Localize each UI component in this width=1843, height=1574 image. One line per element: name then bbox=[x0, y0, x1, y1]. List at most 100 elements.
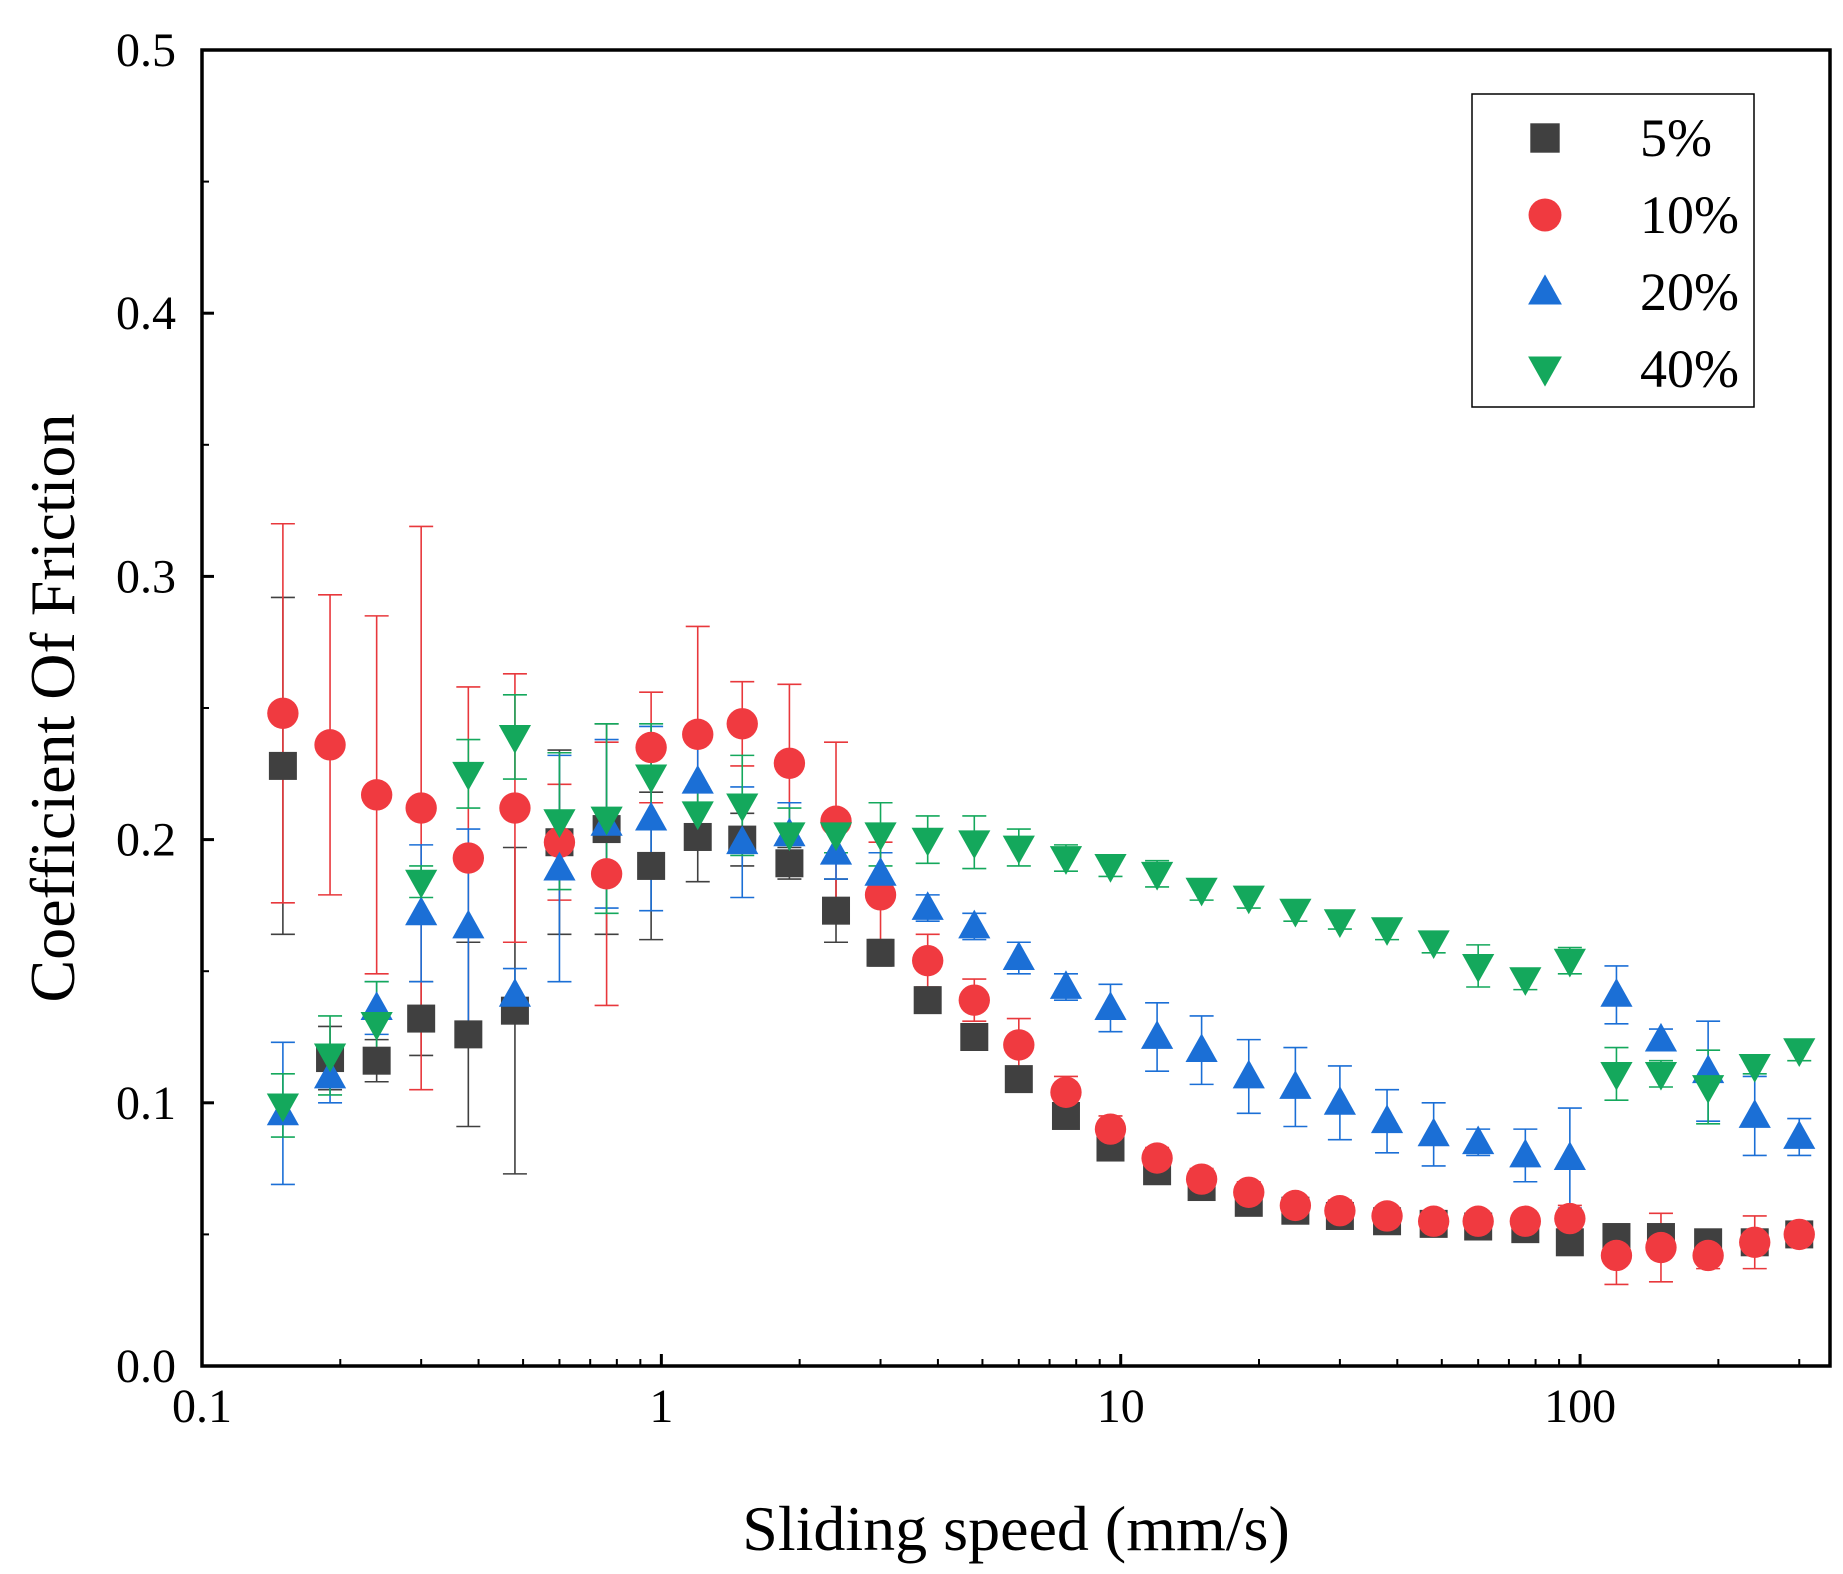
point-triangle-down bbox=[590, 806, 623, 836]
point-square bbox=[775, 849, 804, 878]
point-triangle-up bbox=[1600, 978, 1633, 1007]
point-triangle-up bbox=[1738, 1099, 1771, 1128]
point-circle bbox=[773, 747, 806, 779]
point-triangle-up bbox=[1049, 970, 1083, 999]
point-triangle-up bbox=[1462, 1125, 1495, 1155]
point-triangle-up bbox=[1553, 1141, 1586, 1170]
point-triangle-up bbox=[405, 896, 438, 926]
point-triangle-down bbox=[681, 801, 714, 831]
point-triangle-up bbox=[958, 909, 991, 939]
point-circle bbox=[912, 944, 944, 977]
point-circle bbox=[682, 718, 714, 750]
point-circle bbox=[1739, 1226, 1771, 1258]
point-triangle-down bbox=[726, 793, 759, 823]
point-circle bbox=[1692, 1239, 1724, 1272]
point-triangle-down bbox=[773, 822, 806, 852]
point-square bbox=[637, 851, 666, 880]
point-triangle-down bbox=[1049, 846, 1083, 875]
point-triangle-up bbox=[1783, 1120, 1816, 1149]
point-triangle-down bbox=[911, 827, 944, 857]
point-circle bbox=[499, 792, 531, 824]
legend-box bbox=[1471, 93, 1755, 408]
point-circle bbox=[1233, 1176, 1265, 1208]
point-circle bbox=[1185, 1163, 1218, 1195]
point-triangle-up bbox=[1370, 1104, 1404, 1134]
point-triangle-up bbox=[1140, 1020, 1174, 1049]
point-triangle-up bbox=[1185, 1033, 1218, 1063]
point-circle bbox=[726, 708, 758, 740]
legend-marker-triangle-down bbox=[1528, 356, 1562, 387]
point-circle bbox=[1509, 1205, 1542, 1237]
point-circle bbox=[590, 858, 623, 890]
point-triangle-up bbox=[1644, 1022, 1678, 1052]
point-triangle-down bbox=[1509, 967, 1542, 996]
point-triangle-down bbox=[266, 1093, 299, 1123]
point-triangle-down bbox=[635, 764, 668, 794]
point-circle bbox=[1554, 1202, 1586, 1235]
point-triangle-down bbox=[1140, 861, 1174, 891]
point-triangle-up bbox=[1279, 1070, 1312, 1099]
point-triangle-up bbox=[681, 764, 714, 794]
point-circle bbox=[543, 826, 576, 858]
point-triangle-up bbox=[1417, 1117, 1450, 1147]
y-tick-label: 0.1 bbox=[116, 1077, 176, 1130]
point-triangle-up bbox=[864, 857, 897, 886]
point-triangle-down bbox=[1692, 1075, 1725, 1104]
point-circle bbox=[1141, 1142, 1173, 1174]
point-triangle-down bbox=[1279, 898, 1312, 928]
point-square bbox=[268, 751, 297, 780]
legend-label: 20% bbox=[1640, 262, 1739, 322]
point-triangle-up bbox=[1002, 941, 1035, 970]
point-circle bbox=[1417, 1205, 1450, 1237]
legend: 5% 10% 20% 40% bbox=[1471, 93, 1755, 408]
x-tick-label: 100 bbox=[1544, 1380, 1616, 1433]
point-circle bbox=[958, 984, 990, 1016]
point-square bbox=[407, 1004, 436, 1033]
point-square bbox=[960, 1023, 989, 1051]
legend-marker-circle bbox=[1528, 198, 1562, 232]
x-axis: 0.1 1 10 100 bbox=[172, 1354, 1801, 1433]
point-triangle-down bbox=[1323, 909, 1356, 938]
markers-layer bbox=[266, 697, 1816, 1272]
point-circle bbox=[360, 779, 393, 811]
point-triangle-down bbox=[1553, 948, 1586, 978]
point-triangle-down bbox=[1094, 854, 1127, 883]
point-circle bbox=[1094, 1113, 1127, 1145]
y-tick-label: 0.0 bbox=[116, 1340, 176, 1393]
point-circle bbox=[452, 842, 485, 874]
x-tick-label: 10 bbox=[1097, 1380, 1145, 1433]
x-tick-label: 0.1 bbox=[172, 1380, 232, 1433]
point-triangle-down bbox=[452, 761, 485, 791]
point-triangle-down bbox=[498, 725, 532, 754]
point-circle bbox=[1783, 1218, 1815, 1251]
point-square bbox=[362, 1046, 391, 1075]
point-triangle-up bbox=[1323, 1086, 1356, 1115]
y-tick-label: 0.3 bbox=[116, 550, 176, 603]
point-circle bbox=[1462, 1205, 1494, 1237]
point-circle bbox=[405, 792, 437, 824]
point-circle bbox=[635, 731, 667, 764]
point-circle bbox=[1279, 1189, 1312, 1222]
point-triangle-up bbox=[635, 801, 668, 831]
point-circle bbox=[1324, 1195, 1356, 1227]
point-square bbox=[913, 986, 942, 1015]
point-square bbox=[454, 1020, 483, 1049]
point-triangle-down bbox=[360, 1011, 393, 1041]
point-triangle-down bbox=[1783, 1038, 1816, 1067]
point-triangle-up bbox=[911, 891, 944, 920]
point-triangle-up bbox=[452, 909, 485, 939]
point-triangle-down bbox=[313, 1043, 347, 1073]
point-triangle-up bbox=[1509, 1138, 1542, 1168]
point-triangle-up bbox=[543, 851, 576, 881]
legend-label: 10% bbox=[1640, 185, 1739, 245]
point-circle bbox=[1371, 1200, 1403, 1232]
point-triangle-up bbox=[313, 1059, 347, 1089]
point-triangle-down bbox=[1185, 877, 1218, 907]
point-triangle-down bbox=[1462, 954, 1495, 983]
x-tick-label: 1 bbox=[649, 1380, 673, 1433]
y-axis-label: Coefficient Of Friction bbox=[17, 414, 88, 1003]
point-triangle-down bbox=[543, 809, 576, 838]
point-circle bbox=[1003, 1029, 1035, 1061]
y-tick-label: 0.5 bbox=[116, 24, 176, 77]
